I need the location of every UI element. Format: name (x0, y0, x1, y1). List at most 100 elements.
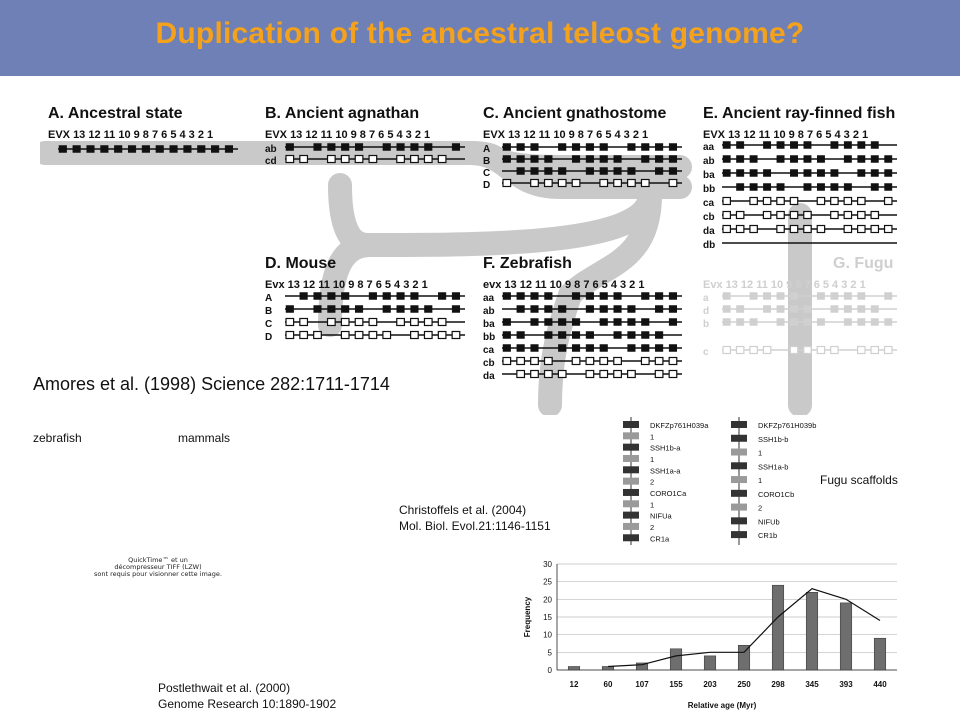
fugu-scaffold-diagram: DKFZp761H039a 1 SSH1b-a 1 SSH1a-a 2 CORO1Ca 1 NI… (623, 417, 816, 545)
hox-gene-box (613, 292, 622, 300)
hox-gene-box (327, 305, 336, 313)
hox-gene-box (382, 292, 391, 300)
hox-gene-box (451, 292, 461, 300)
hox-gene-box (789, 210, 799, 220)
hox-gene-box (585, 155, 594, 163)
panel-g-heading: G. Fugu (833, 255, 893, 272)
hox-gene-box (870, 345, 880, 355)
citation-amores: Amores et al. (1998) Science 282:1711-17… (33, 374, 390, 394)
row-label: C (265, 319, 272, 330)
scaffold-block (731, 531, 747, 539)
hox-gene-box (557, 178, 567, 188)
hox-gene-box (599, 318, 608, 326)
hox-gene-box (114, 145, 123, 153)
hox-gene-box (437, 154, 447, 164)
hox-gene-box (655, 155, 664, 163)
hox-gene-box (571, 318, 581, 326)
hox-gene-box (502, 178, 512, 188)
hox-gene-box (613, 305, 622, 313)
x-tick-label: 203 (703, 680, 717, 689)
y-tick-label: 30 (543, 560, 552, 569)
hox-gene-box (884, 318, 893, 326)
row-label: C (483, 168, 490, 179)
panel-d-genes: Evx 13 12 11 10 9 8 7 6 5 4 3 2 1 (265, 279, 428, 291)
hox-gene-box (354, 143, 364, 151)
hox-gene-box (627, 344, 636, 352)
hox-gene-box (736, 305, 745, 313)
hox-gene-box (516, 369, 526, 379)
panel-e-genes: EVX 13 12 11 10 9 8 7 6 5 4 3 2 1 (703, 129, 868, 141)
hox-gene-box (857, 210, 866, 220)
hox-gene-box (285, 317, 295, 327)
scaffold-label: 1 (758, 449, 762, 458)
hox-gene-box (776, 183, 785, 191)
x-tick-label: 107 (635, 680, 649, 689)
hox-gene-box (749, 318, 758, 326)
qt-line: QuickTime™ et un (128, 556, 188, 564)
hox-gene-box (557, 369, 567, 379)
histogram-bar (771, 584, 785, 671)
hox-gene-box (655, 292, 664, 300)
y-tick-label: 20 (543, 595, 552, 604)
hox-gene-box (211, 145, 220, 153)
hox-gene-box (843, 196, 853, 206)
hox-gene-box (735, 345, 745, 355)
hox-gene-box (530, 344, 539, 352)
hox-gene-box (516, 356, 526, 366)
hox-gene-box (368, 317, 378, 327)
row-label: cd (265, 156, 277, 167)
scaffold-block (731, 489, 747, 497)
hox-gene-box (169, 145, 178, 153)
hox-gene-box (722, 210, 732, 220)
hox-gene-box (368, 292, 377, 300)
hox-gene-box (640, 178, 650, 188)
hox-gene-box (627, 369, 636, 379)
row-label: aa (703, 142, 715, 153)
hox-gene-box (285, 305, 294, 313)
hox-gene-box (599, 356, 609, 366)
hox-gene-box (437, 317, 447, 327)
hox-gene-box (776, 318, 785, 326)
hox-gene-box (870, 305, 879, 313)
trend-line (607, 588, 881, 668)
citation-line: Mol. Biol. Evol.21:1146-1151 (399, 519, 551, 533)
hox-gene-box (544, 318, 553, 326)
hox-gene-box (749, 155, 758, 163)
hox-gene-box (655, 331, 664, 339)
scaffold-block (731, 462, 747, 470)
hox-gene-box (141, 145, 150, 153)
hox-gene-box (340, 317, 350, 327)
hox-gene-box (585, 143, 594, 151)
histogram-bar (805, 592, 819, 671)
hox-gene-box (870, 318, 879, 326)
hox-gene-box (327, 292, 336, 300)
scaffold-label: NIFUa (650, 512, 672, 521)
hox-gene-box (668, 369, 678, 379)
hox-gene-box (451, 143, 461, 151)
hox-gene-box (790, 155, 798, 163)
hox-gene-box (530, 318, 539, 326)
hox-gene-box (502, 292, 511, 300)
hox-gene-box (641, 344, 650, 352)
hox-gene-box (599, 155, 608, 163)
hox-gene-box (599, 167, 608, 175)
citation-line: Genome Research 10:1890-1902 (158, 697, 337, 711)
scaffold-block (623, 488, 639, 496)
row-label: ca (703, 198, 715, 209)
scaffold-label: SSH1b-a (650, 444, 681, 453)
x-tick-label: 440 (873, 680, 887, 689)
hox-gene-box (722, 196, 732, 206)
quicktime-placeholder: QuickTime™ et un décompresseur TIFF (LZW… (78, 557, 238, 578)
hox-gene-box (382, 330, 392, 340)
hox-gene-box (870, 210, 880, 220)
hox-gene-box (816, 169, 825, 177)
hox-gene-box (530, 143, 539, 151)
hox-gene-box (722, 169, 731, 177)
hox-gene-box (613, 155, 622, 163)
x-tick-label: 155 (669, 680, 683, 689)
hox-gene-box (544, 155, 553, 163)
scaffold-label: SSH1a-a (650, 466, 681, 475)
hox-gene-box (776, 305, 785, 313)
hox-gene-box (749, 292, 758, 300)
hox-gene-box (843, 155, 852, 163)
